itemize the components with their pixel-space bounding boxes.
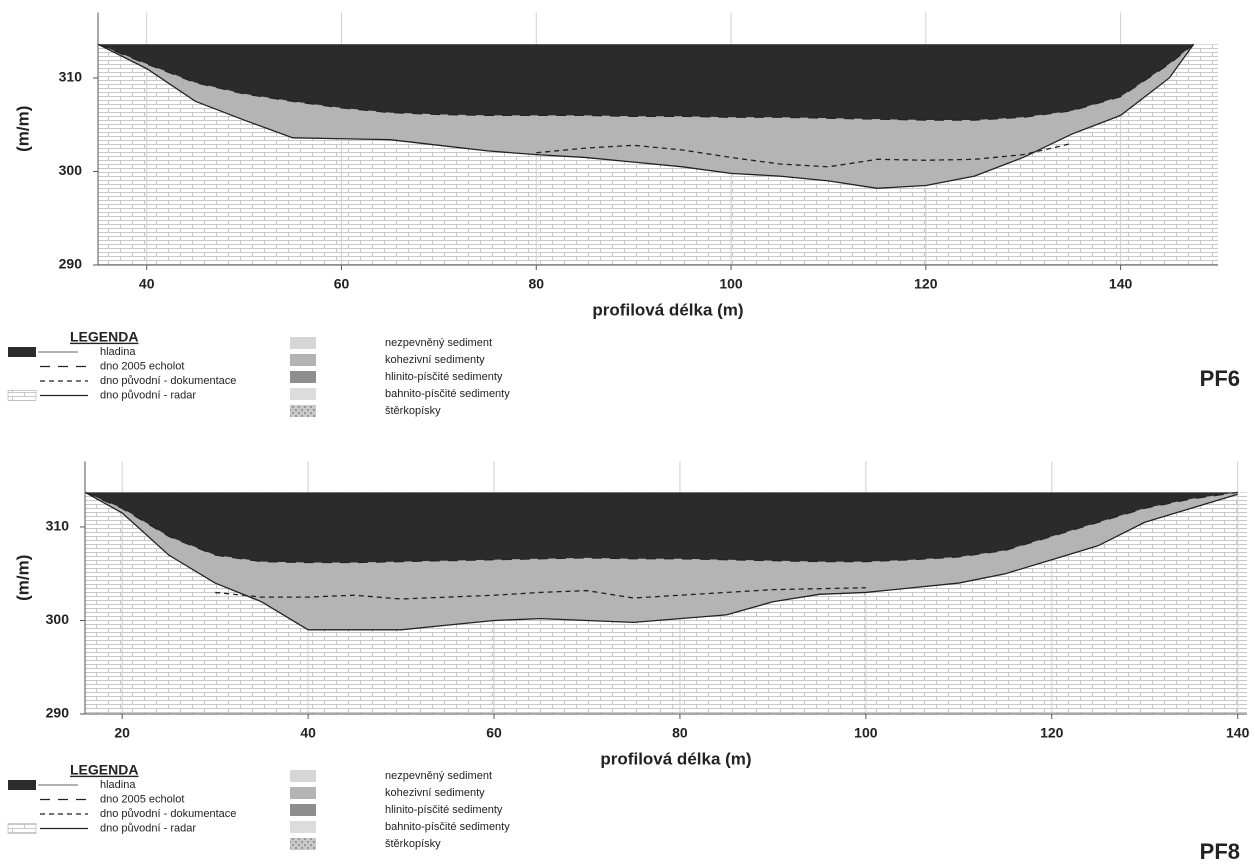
- x-tick-label: 60: [334, 276, 350, 292]
- y-tick-label: 300: [59, 162, 83, 178]
- legend-label: hladina: [100, 346, 136, 358]
- legend-label: hlinito-písčité sedimenty: [385, 804, 503, 816]
- legend-label: dno 2005 echolot: [100, 793, 184, 805]
- figure: 40 60 80 100 120 140 290 300 310 profilová délka …: [0, 0, 1255, 867]
- legend-swatch: [8, 824, 36, 834]
- legend-label: dno původní - radar: [100, 389, 196, 401]
- x-tick-label: 120: [914, 276, 938, 292]
- legend-swatch: [8, 780, 36, 790]
- y-axis-label: (m/m): [13, 106, 32, 152]
- panel-title: PF8: [1200, 839, 1240, 864]
- x-tick-label: 80: [672, 725, 688, 741]
- y-tick-label: 290: [46, 705, 70, 721]
- legend-title: LEGENDA: [70, 762, 138, 778]
- y-tick-label: 310: [46, 518, 70, 534]
- x-tick-label: 100: [719, 276, 743, 292]
- legend-label: štěrkopísky: [385, 405, 441, 417]
- x-tick-label: 140: [1226, 725, 1250, 741]
- x-tick-label: 20: [114, 725, 130, 741]
- legend-swatch: [290, 821, 316, 833]
- legend-label: dno původní - dokumentace: [100, 808, 236, 820]
- legend-swatch: [290, 371, 316, 383]
- x-tick-label: 120: [1040, 725, 1064, 741]
- legend-label: dno původní - dokumentace: [100, 375, 236, 387]
- legend-swatch: [290, 405, 316, 417]
- y-tick-label: 310: [59, 69, 83, 85]
- legend-swatch: [290, 770, 316, 782]
- legend-label: dno 2005 echolot: [100, 360, 184, 372]
- legend-title: LEGENDA: [70, 329, 138, 345]
- chart-panel: 20 40 60 80 100 120 140 290 300 310 profilová délk…: [8, 462, 1250, 864]
- legend-label: kohezivní sedimenty: [385, 354, 485, 366]
- x-tick-label: 60: [486, 725, 502, 741]
- legend-swatch: [290, 337, 316, 349]
- legend-swatch: [290, 804, 316, 816]
- x-tick-label: 100: [854, 725, 878, 741]
- panel-title: PF6: [1200, 366, 1240, 391]
- legend-swatch: [290, 787, 316, 799]
- x-tick-label: 40: [139, 276, 155, 292]
- chart-panel: 40 60 80 100 120 140 290 300 310 profilová délka …: [8, 13, 1240, 418]
- x-tick-label: 80: [528, 276, 544, 292]
- legend-label: kohezivní sedimenty: [385, 787, 485, 799]
- legend-label: bahnito-písčité sedimenty: [385, 821, 510, 833]
- y-tick-label: 300: [46, 611, 70, 627]
- legend-label: štěrkopísky: [385, 838, 441, 850]
- legend-label: nezpevněný sediment: [385, 337, 492, 349]
- legend-label: bahnito-písčité sedimenty: [385, 388, 510, 400]
- legend-swatch: [8, 391, 36, 401]
- legend-label: nezpevněný sediment: [385, 770, 492, 782]
- x-axis-label: profilová délka (m): [600, 749, 751, 768]
- legend-swatch: [290, 838, 316, 850]
- legend-label: hladina: [100, 779, 136, 791]
- x-tick-label: 140: [1109, 276, 1133, 292]
- y-tick-label: 290: [59, 256, 83, 272]
- legend-label: hlinito-písčité sedimenty: [385, 371, 503, 383]
- legend-swatch: [290, 388, 316, 400]
- y-axis-label: (m/m): [13, 555, 32, 601]
- x-tick-label: 40: [300, 725, 316, 741]
- x-axis-label: profilová délka (m): [592, 300, 743, 319]
- legend-swatch: [8, 347, 36, 357]
- legend-swatch: [290, 354, 316, 366]
- legend-label: dno původní - radar: [100, 822, 196, 834]
